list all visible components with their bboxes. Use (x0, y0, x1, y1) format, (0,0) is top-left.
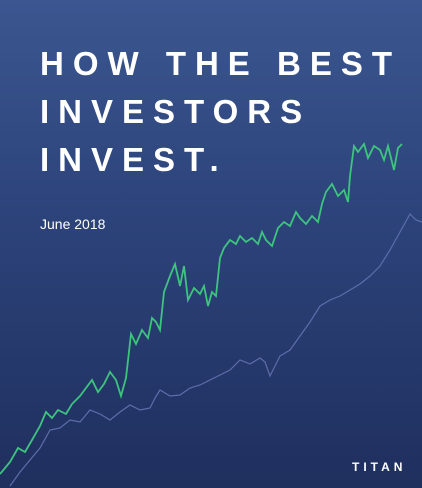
primary-line (0, 142, 403, 475)
brand-logo: TITAN (352, 460, 407, 474)
title: HOW THE BEST INVESTORS INVEST. (40, 40, 401, 184)
title-line: INVESTORS (40, 93, 312, 130)
title-line: INVEST. (40, 141, 228, 178)
title-line: HOW THE BEST (40, 45, 401, 82)
date: June 2018 (40, 216, 106, 232)
secondary-line (9, 213, 422, 487)
